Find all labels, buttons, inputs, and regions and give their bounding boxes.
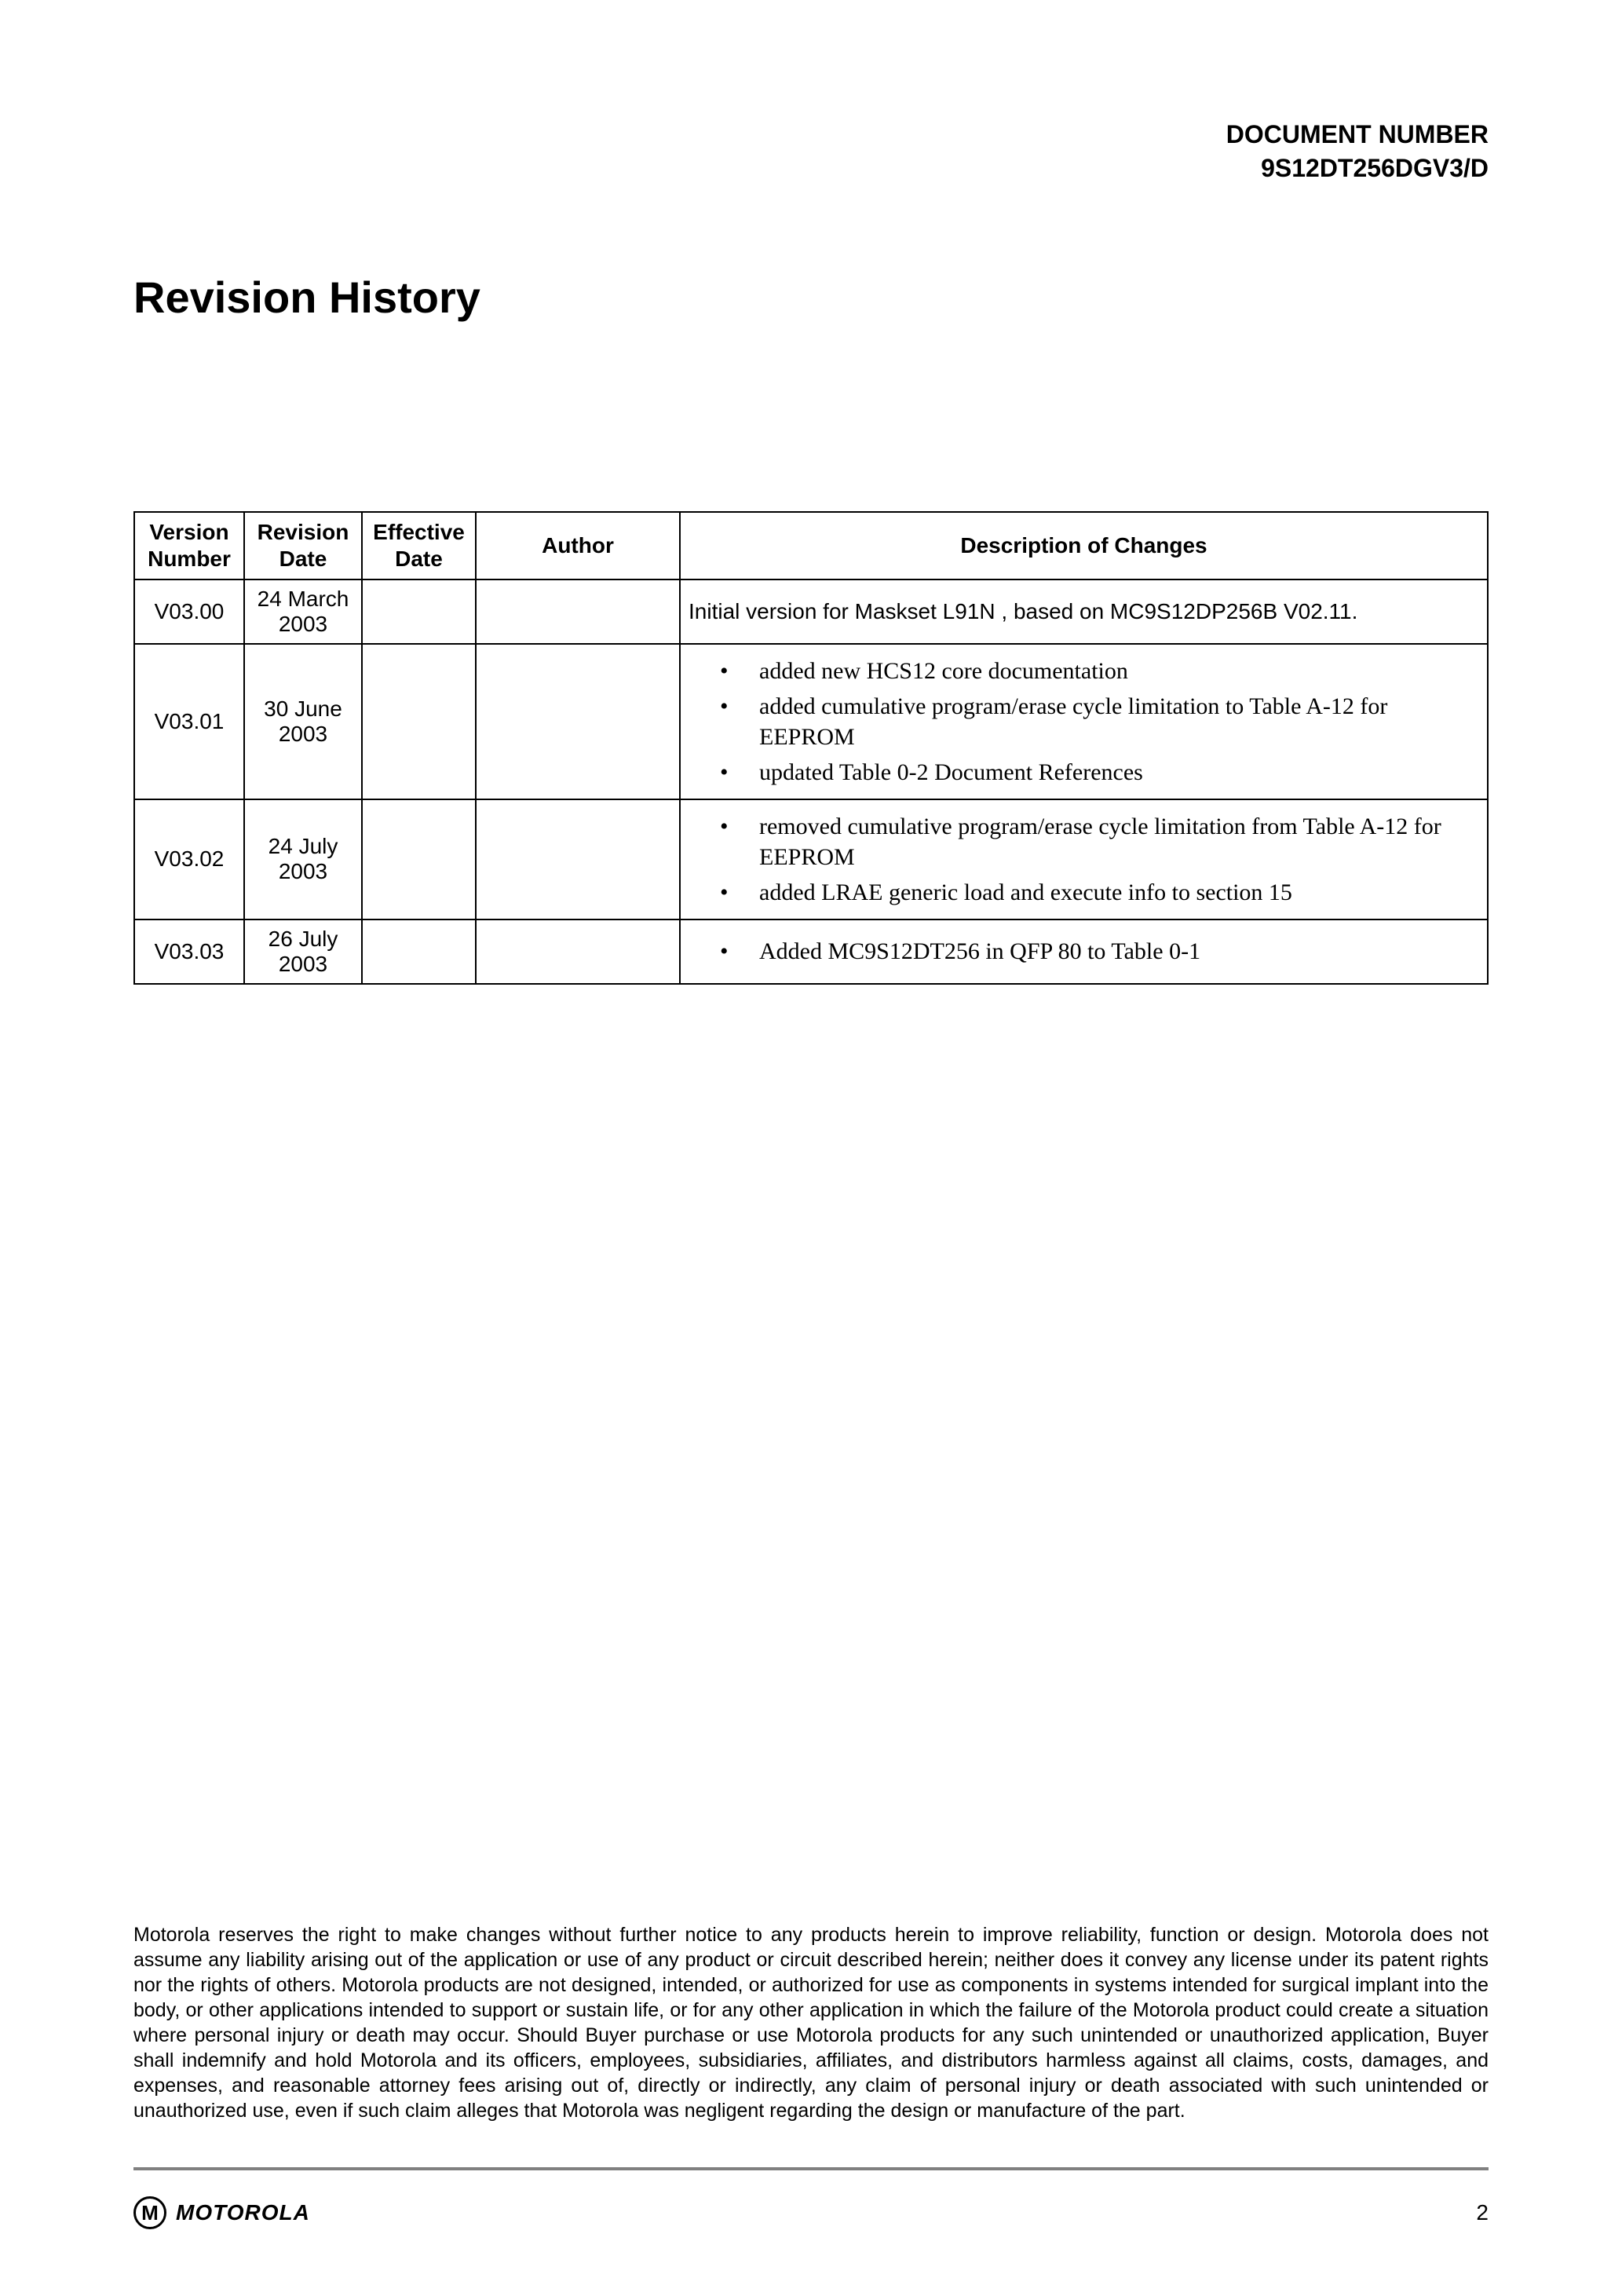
table-row: V03.00 24 March 2003 Initial version for…: [134, 579, 1488, 644]
table-row: V03.03 26 July 2003 Added MC9S12DT256 in…: [134, 919, 1488, 984]
changes-list: added new HCS12 core documentation added…: [689, 656, 1479, 788]
list-item: Added MC9S12DT256 in QFP 80 to Table 0-1: [720, 936, 1479, 967]
col-revdate: Revision Date: [244, 512, 362, 579]
cell-revdate: 26 July 2003: [244, 919, 362, 984]
document-number-label: DOCUMENT NUMBER: [133, 118, 1489, 152]
motorola-logo: M MOTOROLA: [133, 2196, 310, 2229]
table-row: V03.02 24 July 2003 removed cumulative p…: [134, 799, 1488, 919]
page-footer: M MOTOROLA 2: [133, 2196, 1489, 2229]
col-version: Version Number: [134, 512, 244, 579]
cell-author: [476, 799, 680, 919]
cell-effdate: [362, 919, 476, 984]
cell-version: V03.02: [134, 799, 244, 919]
cell-desc: added new HCS12 core documentation added…: [680, 644, 1488, 799]
motorola-wordmark: MOTOROLA: [176, 2200, 310, 2225]
changes-list: Added MC9S12DT256 in QFP 80 to Table 0-1: [689, 936, 1479, 967]
cell-author: [476, 644, 680, 799]
page-title: Revision History: [133, 272, 1489, 323]
page-number: 2: [1476, 2200, 1489, 2225]
cell-author: [476, 919, 680, 984]
list-item: added new HCS12 core documentation: [720, 656, 1479, 686]
list-item: added LRAE generic load and execute info…: [720, 877, 1479, 908]
document-number-value: 9S12DT256DGV3/D: [133, 152, 1489, 185]
cell-revdate: 24 July 2003: [244, 799, 362, 919]
table-row: V03.01 30 June 2003 added new HCS12 core…: [134, 644, 1488, 799]
col-author: Author: [476, 512, 680, 579]
list-item: removed cumulative program/erase cycle l…: [720, 811, 1479, 872]
cell-desc: Initial version for Maskset L91N , based…: [680, 579, 1488, 644]
col-desc: Description of Changes: [680, 512, 1488, 579]
revision-history-table: Version Number Revision Date Effective D…: [133, 511, 1489, 984]
page: DOCUMENT NUMBER 9S12DT256DGV3/D Revision…: [0, 0, 1622, 2296]
cell-revdate: 24 March 2003: [244, 579, 362, 644]
cell-version: V03.00: [134, 579, 244, 644]
cell-effdate: [362, 644, 476, 799]
cell-effdate: [362, 579, 476, 644]
list-item: added cumulative program/erase cycle lim…: [720, 691, 1479, 752]
table-header-row: Version Number Revision Date Effective D…: [134, 512, 1488, 579]
list-item: updated Table 0-2 Document References: [720, 757, 1479, 788]
motorola-logo-icon: M: [133, 2196, 166, 2229]
document-number-block: DOCUMENT NUMBER 9S12DT256DGV3/D: [133, 118, 1489, 185]
col-effdate: Effective Date: [362, 512, 476, 579]
cell-effdate: [362, 799, 476, 919]
cell-version: V03.03: [134, 919, 244, 984]
cell-revdate: 30 June 2003: [244, 644, 362, 799]
changes-list: removed cumulative program/erase cycle l…: [689, 811, 1479, 908]
cell-desc: Added MC9S12DT256 in QFP 80 to Table 0-1: [680, 919, 1488, 984]
footer-divider: [133, 2167, 1489, 2170]
legal-disclaimer: Motorola reserves the right to make chan…: [133, 1922, 1489, 2123]
cell-author: [476, 579, 680, 644]
cell-version: V03.01: [134, 644, 244, 799]
cell-desc: removed cumulative program/erase cycle l…: [680, 799, 1488, 919]
